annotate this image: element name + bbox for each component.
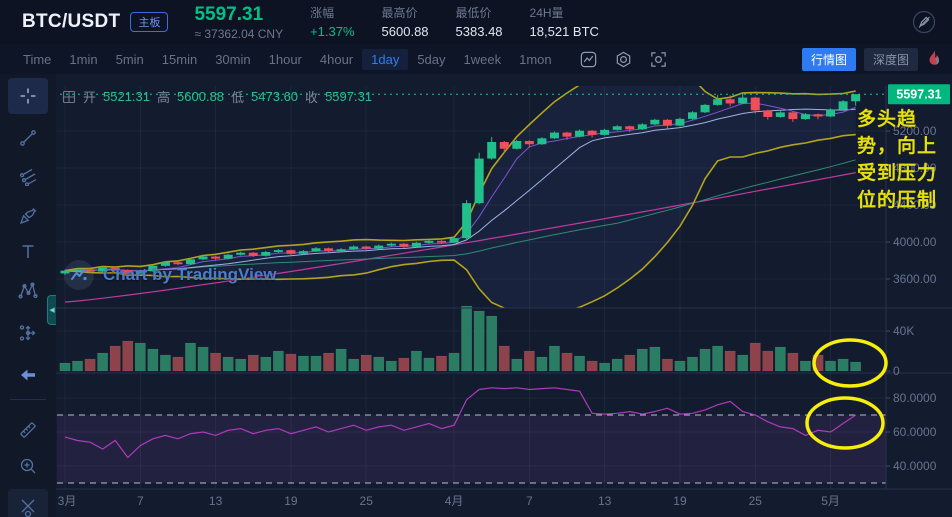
price-chart[interactable]: 5200.00 4800.00 4400.00 4000.00 3600.00 40K 0 8…: [0, 74, 952, 517]
chart-region[interactable]: 5200.00 4800.00 4400.00 4000.00 3600.00 40K 0 8…: [0, 74, 952, 517]
stat-high: 最高价 5600.88: [382, 7, 429, 38]
sidebar-collapse-handle[interactable]: ◀: [47, 295, 56, 325]
svg-text:7: 7: [526, 494, 533, 508]
tradingview-logo-icon: [64, 260, 94, 290]
close-value: 5597.31: [325, 89, 373, 104]
high-value: 5600.88: [381, 23, 429, 39]
chart-mode-switch: 行情图 深度图: [801, 47, 942, 71]
sidebar-divider: [10, 399, 46, 400]
svg-text:40K: 40K: [893, 324, 914, 338]
svg-text:3600.00: 3600.00: [893, 272, 937, 286]
change-label: 涨幅: [310, 5, 335, 20]
change-value: +1.37%: [310, 23, 355, 39]
pitchfork-tool[interactable]: [8, 158, 48, 194]
price-block: 5597.31 ≈ 37362.04 CNY: [194, 5, 283, 40]
last-price: 5597.31: [194, 3, 264, 25]
bullish-trend-annotation: 多头趋 势，向上 受到压力 位的压制: [857, 109, 938, 211]
open-label: 开: [83, 90, 97, 105]
huobi-flame-icon: [929, 50, 940, 65]
svg-text:13: 13: [209, 494, 223, 508]
timeframe-list: Time 1min 5min 15min 30min 1hour 4hour 1day 5day…: [14, 48, 561, 70]
header: BTC/USDT 主板 5597.31 ≈ 37362.04 CNY 涨幅 +1…: [0, 0, 952, 44]
timeframe-1day[interactable]: 1day: [362, 48, 409, 70]
svg-text:80.0000: 80.0000: [893, 391, 937, 405]
zoom-in-tool[interactable]: [8, 448, 48, 484]
forecast-tool[interactable]: [8, 315, 48, 351]
market-chart-button[interactable]: 行情图: [801, 47, 856, 71]
indicator-icon[interactable]: [614, 50, 633, 69]
low-label: 低: [231, 90, 245, 105]
svg-text:5597.31: 5597.31: [896, 88, 941, 102]
timeframe-time[interactable]: Time: [23, 51, 52, 67]
crosshair-tool[interactable]: [8, 78, 48, 114]
tradingview-watermark: Chart by TradingView: [64, 260, 277, 290]
svg-text:60.0000: 60.0000: [893, 425, 937, 439]
watermark-text: Chart by TradingView: [103, 265, 277, 284]
svg-text:25: 25: [360, 494, 374, 508]
low-value: 5473.60: [251, 89, 299, 104]
drawing-pen-icon[interactable]: [912, 10, 936, 34]
depth-chart-button[interactable]: 深度图: [863, 47, 918, 71]
stat-volume: 24H量 18,521 BTC: [530, 7, 599, 38]
close-label: 收: [305, 90, 319, 105]
timeframe-4hour[interactable]: 4hour: [319, 51, 354, 67]
toolbar-icons: [571, 50, 676, 69]
stat-change: 涨幅 +1.37%: [310, 7, 354, 38]
timeframe-1mon[interactable]: 1mon: [519, 51, 552, 67]
low-value: 5383.48: [455, 23, 503, 39]
svg-text:40.0000: 40.0000: [893, 459, 937, 473]
kline-icon[interactable]: [579, 50, 598, 69]
price-cny: ≈ 37362.04 CNY: [194, 26, 284, 41]
high-label: 最高价: [381, 5, 418, 20]
svg-text:7: 7: [137, 494, 144, 508]
high-label: 高: [157, 90, 171, 105]
board-badge: 主板: [130, 12, 169, 32]
high-value: 5600.88: [177, 89, 225, 104]
eraser-tool[interactable]: [8, 489, 48, 517]
fullscreen-icon[interactable]: [649, 50, 668, 69]
svg-text:4000.00: 4000.00: [893, 235, 937, 249]
svg-text:4月: 4月: [445, 494, 464, 508]
volume-label: 24H量: [529, 5, 564, 20]
ohlc-legend: 开 5521.31 高 5600.88 低 5473.60 收 5597.31: [62, 87, 372, 106]
svg-text:3月: 3月: [58, 494, 77, 508]
svg-text:4800.00: 4800.00: [893, 161, 937, 175]
ruler-tool[interactable]: [8, 412, 48, 448]
stat-low: 最低价 5383.48: [456, 7, 503, 38]
low-label: 最低价: [455, 5, 492, 20]
timeframe-5day[interactable]: 5day: [417, 51, 446, 67]
trend-line-tool[interactable]: [8, 120, 48, 156]
symbol-title: BTC/USDT: [22, 11, 121, 32]
svg-text:5200.00: 5200.00: [893, 124, 937, 138]
interval-toolbar: Time 1min 5min 15min 30min 1hour 4hour 1day 5day…: [0, 44, 952, 74]
volume-value: 18,521 BTC: [529, 23, 599, 39]
back-arrow-tool[interactable]: [8, 357, 48, 393]
timeframe-5min[interactable]: 5min: [115, 51, 144, 67]
timeframe-15min[interactable]: 15min: [161, 51, 198, 67]
svg-text:5月: 5月: [821, 494, 840, 508]
drawing-toolbar: [0, 74, 56, 517]
svg-text:19: 19: [284, 494, 298, 508]
legend-settings-icon[interactable]: [62, 90, 76, 104]
timeframe-1min[interactable]: 1min: [69, 51, 98, 67]
svg-text:0: 0: [893, 364, 900, 378]
timeframe-30min[interactable]: 30min: [215, 51, 251, 67]
text-tool[interactable]: [8, 234, 48, 270]
brush-tool[interactable]: [8, 198, 48, 234]
svg-text:13: 13: [598, 494, 612, 508]
timeframe-1hour[interactable]: 1hour: [268, 51, 302, 67]
open-value: 5521.31: [103, 89, 151, 104]
timeframe-1week[interactable]: 1week: [463, 51, 502, 67]
svg-text:19: 19: [673, 494, 687, 508]
svg-text:4400.00: 4400.00: [893, 198, 937, 212]
xabcd-pattern-tool[interactable]: [8, 273, 48, 309]
svg-text:25: 25: [749, 494, 763, 508]
